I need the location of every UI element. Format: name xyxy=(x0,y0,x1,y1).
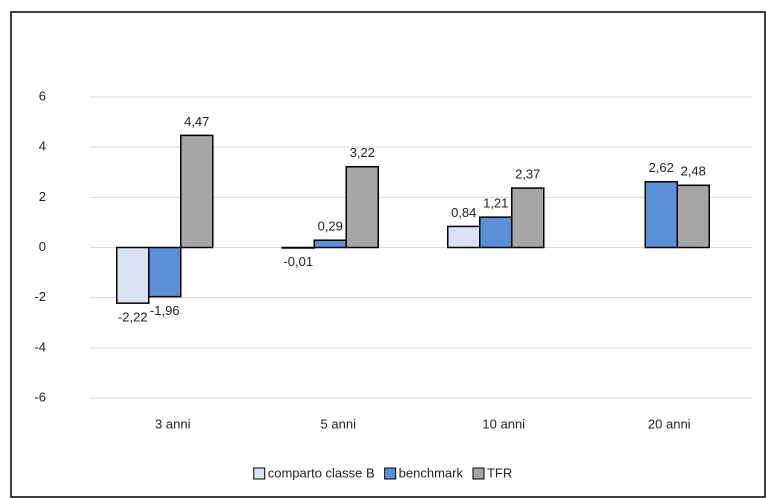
y-tick-label: 4 xyxy=(39,139,46,154)
value-label: 0,29 xyxy=(318,219,343,234)
legend-label: TFR xyxy=(487,465,512,480)
bar xyxy=(148,246,182,298)
y-tick-label: 6 xyxy=(39,88,46,103)
bar xyxy=(644,181,678,249)
bar xyxy=(479,216,513,249)
bar xyxy=(447,225,481,249)
value-label: 2,62 xyxy=(649,160,674,175)
value-label: 0,84 xyxy=(451,205,476,220)
bar xyxy=(676,184,710,249)
value-label: -2,22 xyxy=(118,310,148,325)
legend-swatch xyxy=(472,467,485,480)
x-tick-label: 5 anni xyxy=(321,416,357,431)
value-label: -1,96 xyxy=(150,303,180,318)
bar xyxy=(281,246,315,249)
value-label: -0,01 xyxy=(283,254,313,269)
y-tick-label: -4 xyxy=(34,339,46,354)
value-label: 2,48 xyxy=(681,164,706,179)
legend-label: comparto classe B xyxy=(268,465,375,480)
x-tick-label: 3 anni xyxy=(155,416,191,431)
legend-swatch xyxy=(253,467,266,480)
bar xyxy=(313,239,347,249)
bar xyxy=(511,187,545,249)
value-label: 3,22 xyxy=(350,145,375,160)
y-tick-label: -6 xyxy=(34,389,46,404)
legend-swatch xyxy=(384,467,397,480)
x-tick-label: 10 anni xyxy=(482,416,525,431)
y-tick-label: 0 xyxy=(39,239,46,254)
bar xyxy=(180,134,214,249)
bar xyxy=(345,165,379,249)
value-label: 2,37 xyxy=(515,166,540,181)
y-tick-label: 2 xyxy=(39,189,46,204)
x-tick-label: 20 anni xyxy=(648,416,691,431)
bar xyxy=(116,246,150,304)
y-tick-label: -2 xyxy=(34,289,46,304)
value-label: 1,21 xyxy=(483,196,508,211)
value-label: 4,47 xyxy=(184,114,209,129)
legend-label: benchmark xyxy=(399,465,464,480)
